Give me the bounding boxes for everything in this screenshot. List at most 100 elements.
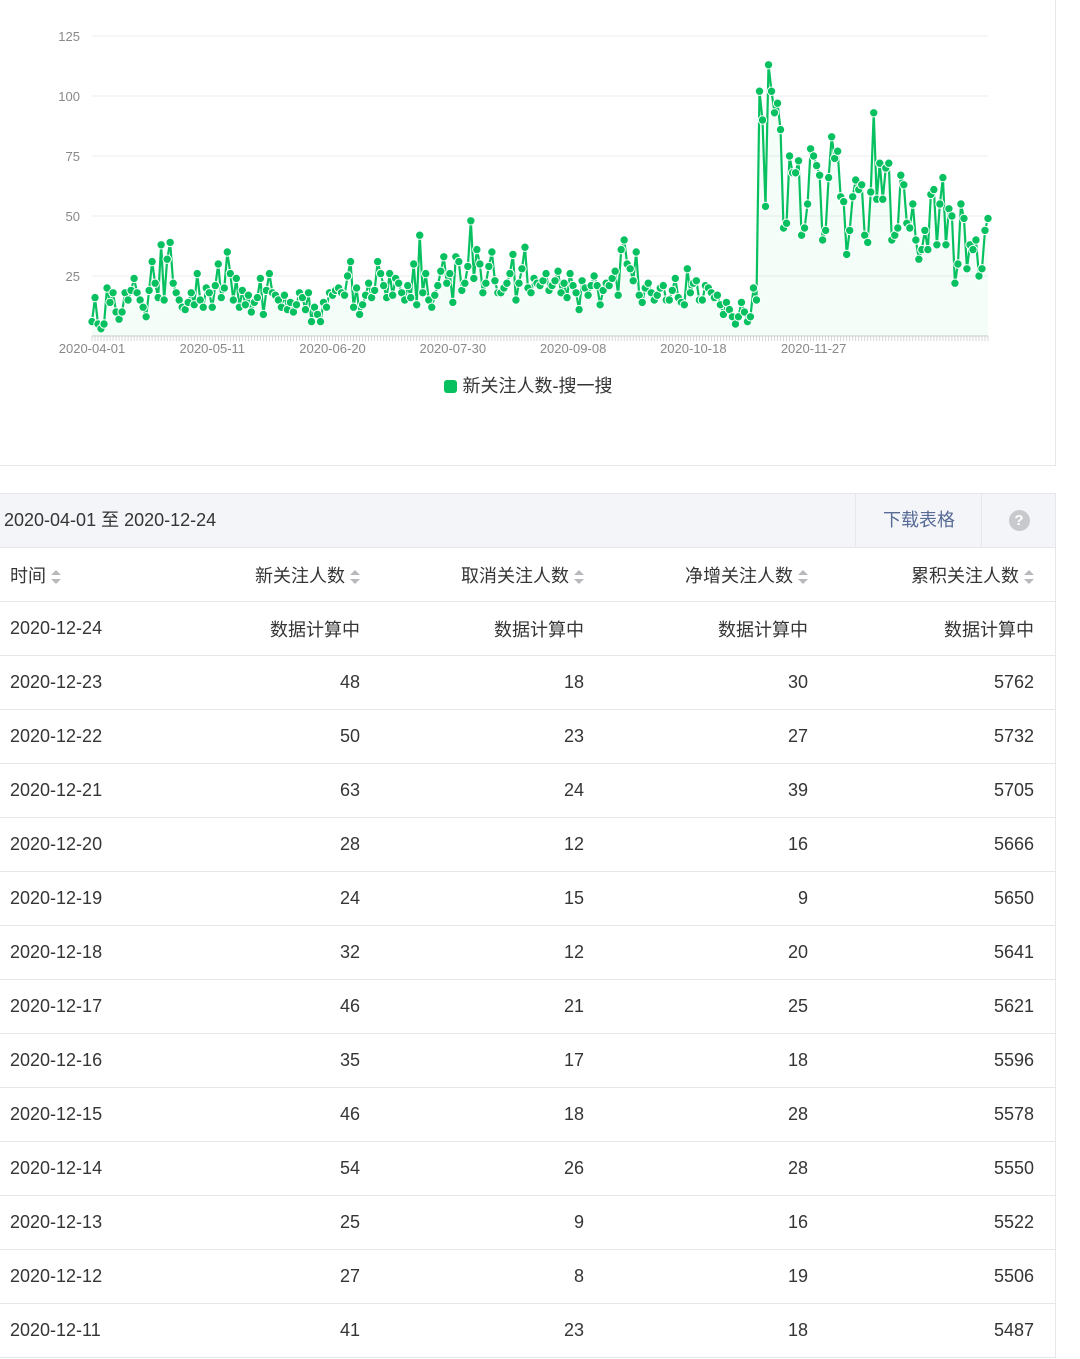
data-point [817,235,828,245]
data-point [198,302,208,312]
line-chart: 25 50 75 100 125 2020-04-01 2020-05-11 2020-06-… [58,29,993,356]
data-point [550,276,560,286]
table-cell: 46 [150,979,381,1034]
data-point [983,213,993,224]
data-point [255,273,266,284]
data-point [760,201,771,212]
chart-panel: 25 50 75 100 125 2020-04-01 2020-05-11 2020-06-… [0,0,1056,466]
data-point [138,302,148,312]
table-row: 2020-12-19 24 15 9 5650 [0,871,1055,926]
data-point [799,223,810,233]
data-point [144,285,154,296]
table-row: 2020-12-17 46 21 25 5621 [0,979,1055,1034]
table-cell: 8 [381,1249,605,1304]
table-cell: 19 [605,1249,829,1304]
data-point [541,268,551,279]
table-row: 2020-12-23 48 18 30 5762 [0,655,1055,710]
sort-icon[interactable] [798,569,808,584]
table-row: 2020-12-14 54 26 28 5550 [0,1141,1055,1196]
data-point [487,247,497,257]
data-point [502,278,512,288]
data-point [664,295,674,305]
sort-icon[interactable] [350,569,360,584]
data-point [838,196,849,207]
data-point [291,300,302,310]
data-point [300,304,311,315]
column-header-label: 新关注人数 [255,565,345,586]
data-point [908,199,918,209]
sort-icon[interactable] [574,569,584,584]
data-point [923,244,933,255]
table-row: 2020-12-18 32 12 20 5641 [0,925,1055,980]
sort-icon[interactable] [1024,569,1034,584]
column-header[interactable]: 新关注人数 [150,548,381,602]
y-tick-label: 100 [58,89,80,104]
column-header-label: 净增关注人数 [685,565,793,586]
data-point [793,156,804,166]
table-row: 2020-12-11 41 23 18 5487 [0,1303,1055,1358]
x-tick-label: 2020-06-20 [299,341,366,356]
table-cell: 46 [150,1087,381,1142]
data-point [342,271,353,281]
table-cell: 5762 [829,655,1055,710]
column-header[interactable]: 时间 [0,548,150,602]
data-point [421,268,431,279]
data-point [231,273,242,284]
data-point [430,290,440,300]
column-header[interactable]: 净增关注人数 [605,548,829,602]
sort-icon[interactable] [51,569,61,584]
series-area [92,64,988,337]
data-point [832,146,843,156]
help-button[interactable]: ? [981,494,1056,547]
table-cell: 数据计算中 [829,601,1055,656]
data-point [478,288,488,298]
data-point [932,240,942,250]
table-cell: 2020-12-22 [0,709,150,764]
data-point [189,300,199,310]
question-mark-icon: ? [1008,510,1030,531]
table-cell: 28 [605,1087,829,1142]
data-point [896,170,906,180]
data-point [345,256,356,267]
data-point [553,266,563,276]
data-point [712,290,723,300]
data-point [811,160,822,171]
data-point [863,237,873,248]
data-point [772,98,783,108]
data-point [848,192,858,202]
column-header[interactable]: 取消关注人数 [381,548,605,602]
data-point [667,285,677,296]
data-point [315,316,326,327]
table-row: 2020-12-12 27 8 19 5506 [0,1249,1055,1304]
data-point [466,216,476,226]
table-cell: 30 [605,655,829,710]
data-point [583,290,593,300]
data-point [264,268,275,279]
data-point [574,304,584,315]
table-header-row: 时间 新关注人数 取消关注人数 净增关注人数 累积关注人数 [0,548,1055,602]
data-point [514,278,524,288]
x-axis-ticks [91,336,989,341]
data-point [150,278,160,288]
chart-legend[interactable]: 新关注人数-搜一搜 [0,374,1056,398]
data-point [463,261,473,272]
table-cell: 5666 [829,817,1055,872]
download-table-button[interactable]: 下载表格 [855,494,982,547]
column-header[interactable]: 累积关注人数 [829,548,1055,602]
data-point [526,288,536,298]
data-point [228,295,239,305]
data-point [357,300,368,310]
data-point [980,225,990,236]
data-point [445,268,455,279]
data-point [625,264,635,274]
data-point [875,158,885,168]
data-point [826,132,837,142]
date-range-label: 2020-04-01 至 2020-12-24 [4,510,217,530]
data-point [237,285,248,296]
table-cell: 2020-12-12 [0,1249,150,1304]
table-cell: 2020-12-18 [0,925,150,980]
data-point [105,297,115,308]
data-point [372,256,383,267]
table-cell: 48 [150,655,381,710]
data-point [484,261,494,272]
